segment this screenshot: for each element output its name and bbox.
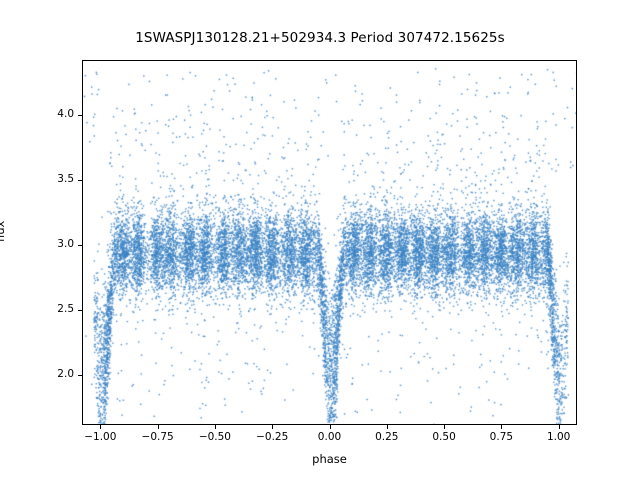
x-tick-mark	[157, 425, 159, 429]
x-tick-label: 0.00	[317, 431, 342, 443]
y-tick-label: 2.0	[57, 368, 74, 381]
y-tick-label: 4.0	[57, 107, 74, 120]
x-tick-mark	[444, 425, 446, 429]
y-tick-mark	[78, 179, 82, 181]
y-tick-mark	[78, 114, 82, 116]
x-tick-mark	[501, 425, 503, 429]
y-tick-mark	[78, 245, 82, 247]
x-tick-mark	[329, 425, 331, 429]
x-tick-mark	[386, 425, 388, 429]
x-tick-mark	[558, 425, 560, 429]
y-tick-mark	[78, 375, 82, 377]
x-tick-mark	[100, 425, 102, 429]
y-tick-mark	[78, 310, 82, 312]
x-tick-label: −0.75	[141, 431, 174, 443]
x-tick-label: 0.50	[432, 431, 456, 443]
x-tick-label: 0.25	[375, 431, 399, 443]
x-tick-label: 0.75	[489, 431, 514, 443]
scatter-plot-points	[83, 61, 576, 424]
x-tick-label: −0.25	[256, 431, 289, 443]
y-tick-label: 3.0	[57, 238, 74, 251]
y-axis-label: flux	[0, 220, 7, 242]
plot-axes	[82, 60, 577, 425]
y-tick-label: 3.5	[57, 172, 74, 185]
x-tick-label: 1.00	[546, 431, 571, 443]
x-tick-label: −0.50	[198, 431, 231, 443]
y-tick-label: 2.5	[57, 303, 74, 316]
x-tick-mark	[214, 425, 216, 429]
x-tick-label: −1.00	[84, 431, 117, 443]
page-title: 1SWASPJ130128.21+502934.3 Period 307472.…	[135, 30, 505, 46]
x-tick-mark	[272, 425, 274, 429]
x-axis-label: phase	[312, 452, 347, 466]
